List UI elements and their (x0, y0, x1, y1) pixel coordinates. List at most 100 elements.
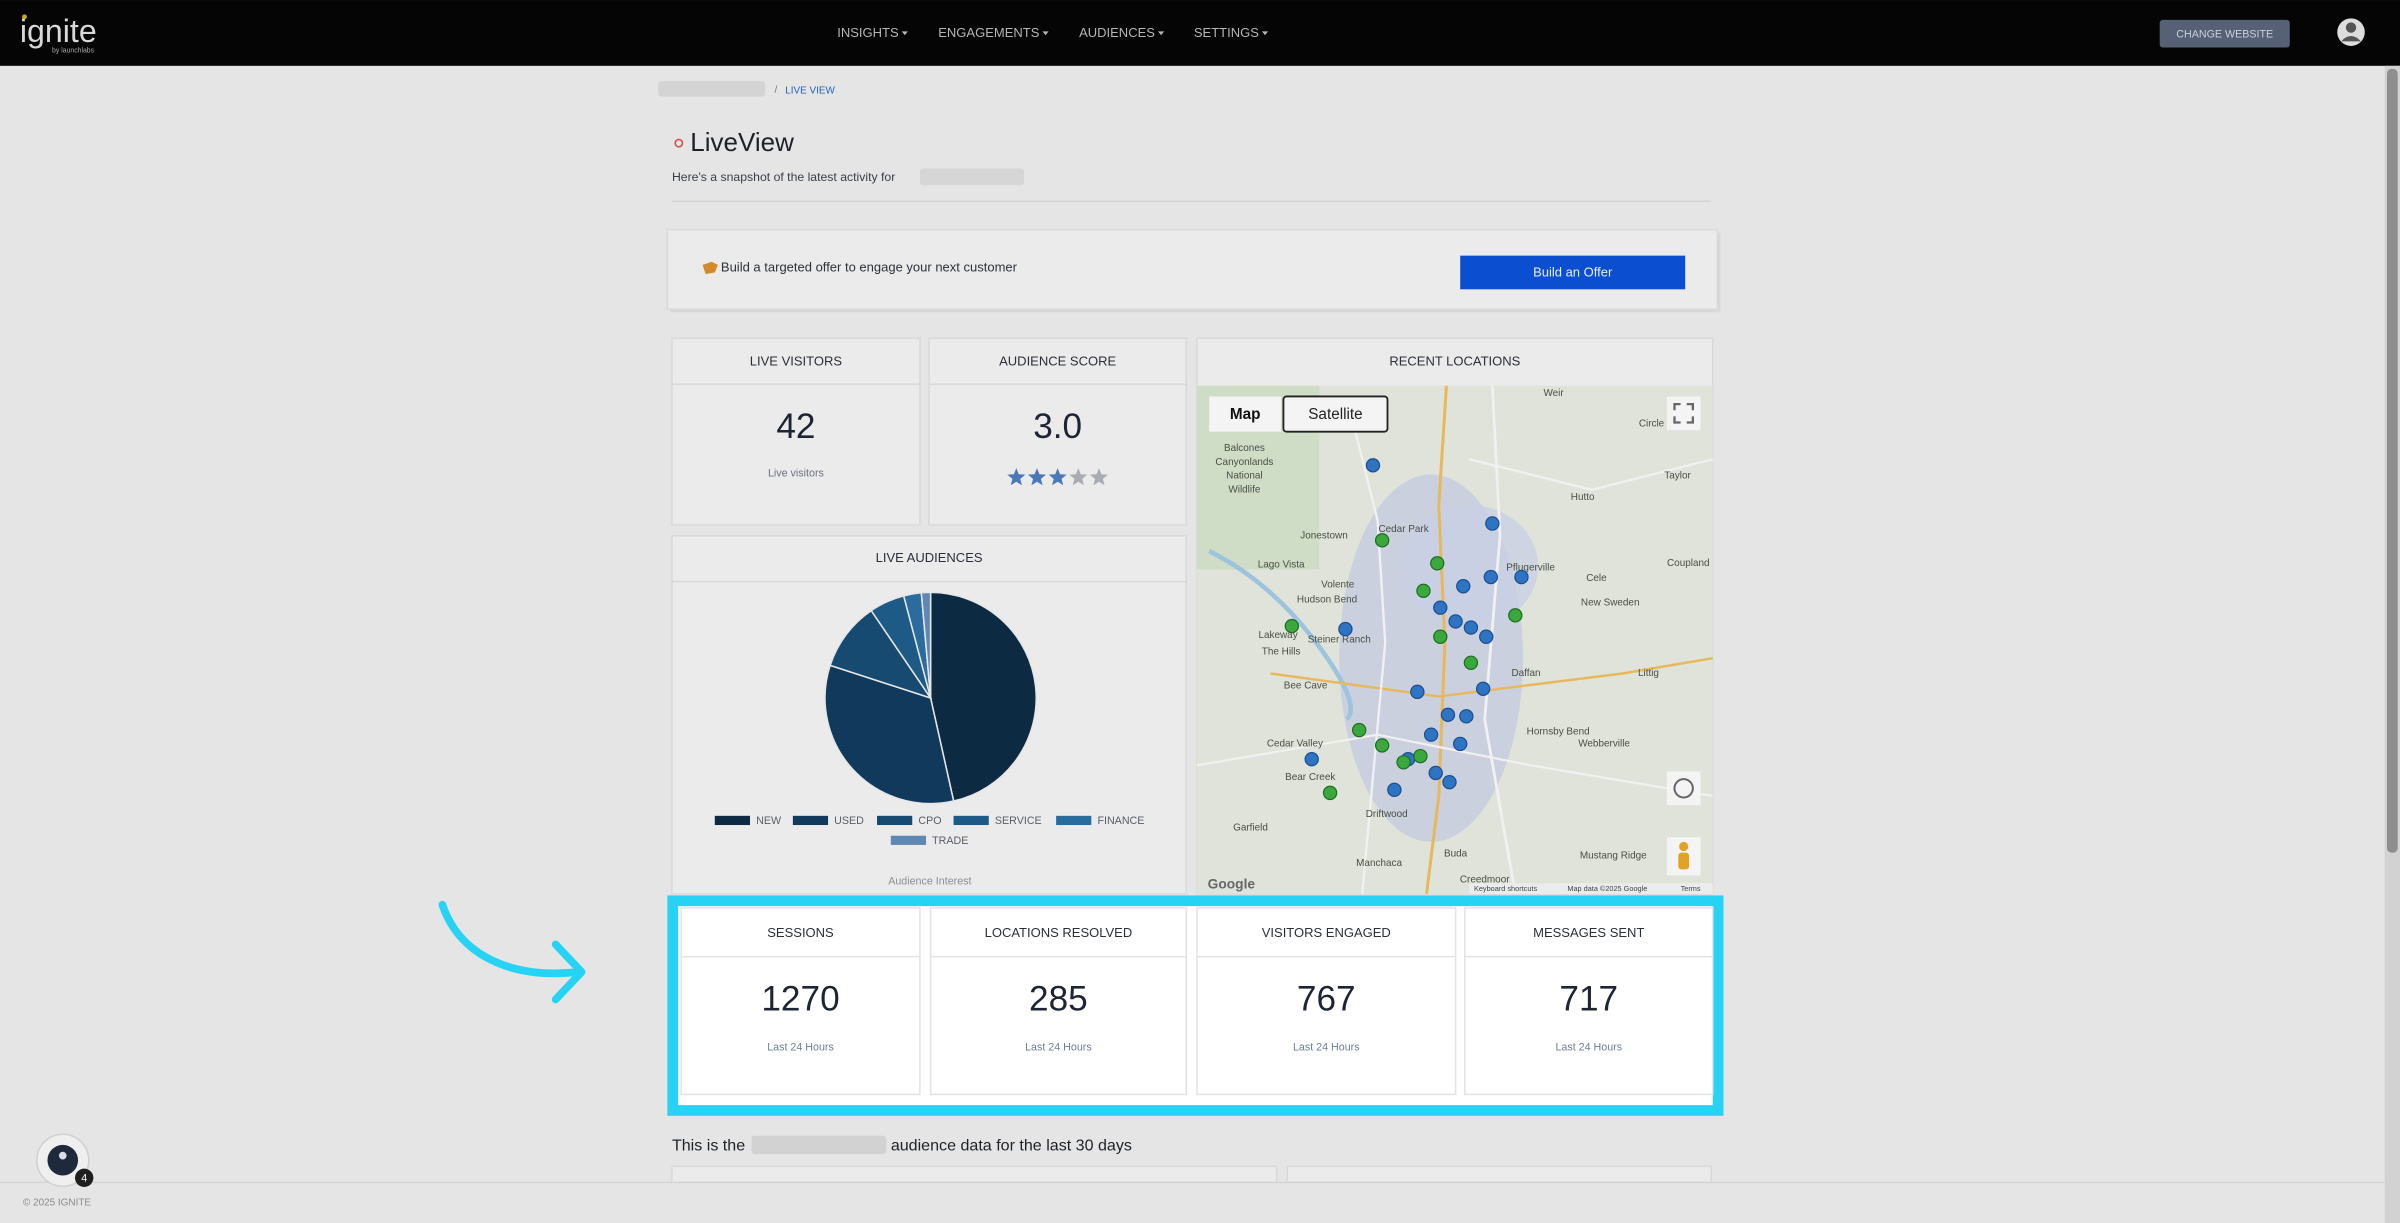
place-label: Littig (1638, 668, 1659, 679)
breadcrumb-separator: / (774, 85, 777, 96)
footer-text: © 2025 IGNITE (23, 1198, 91, 1209)
avatar-head (2345, 22, 2357, 33)
change-website-button[interactable] (2159, 19, 2290, 48)
stat-title: LOCATIONS RESOLVED (985, 925, 1133, 940)
place-label: Weir (1543, 388, 1564, 399)
legend-swatch (877, 815, 913, 826)
build-offer-label[interactable]: Build an Offer (1533, 265, 1613, 280)
place-label: Coupland (1667, 558, 1710, 569)
map-type-label[interactable]: Map (1230, 406, 1261, 423)
section-text: This is the (672, 1137, 745, 1155)
road (1345, 397, 1387, 895)
location-marker (1514, 569, 1529, 585)
camera-control[interactable] (1666, 771, 1701, 806)
place-label: Bear Creek (1285, 772, 1335, 783)
nav-item[interactable]: SETTINGS (1194, 25, 1259, 40)
location-marker (1413, 748, 1428, 764)
logo-dot (22, 14, 27, 20)
live-indicator (674, 138, 684, 148)
blurred-text (919, 168, 1024, 186)
nav-caret[interactable] (1261, 31, 1269, 36)
fullscreen-button[interactable] (1666, 396, 1701, 431)
map-type-button[interactable] (1209, 396, 1282, 432)
location-marker (1416, 583, 1431, 599)
location-marker (1433, 629, 1448, 644)
location-marker (1351, 722, 1367, 738)
avatar-body (2341, 35, 2361, 42)
card (671, 337, 921, 526)
location-marker (1463, 620, 1479, 635)
build-offer-button[interactable] (1460, 255, 1686, 290)
location-marker (1485, 516, 1500, 531)
live-visitors-value: 42 (776, 407, 815, 446)
map: Balcones Canyonlands National Wildlife Weir C… (1196, 385, 1714, 895)
legend-label: USED (834, 815, 864, 827)
google-logo: Google (1208, 876, 1256, 891)
map-type-button[interactable] (1282, 395, 1389, 433)
stat-title: VISITORS ENGAGED (1262, 925, 1391, 940)
map-type-label[interactable]: Satellite (1308, 406, 1362, 423)
pie-slice (829, 609, 933, 700)
stat-caption: Last 24 Hours (1293, 1042, 1360, 1054)
logo: ignite (20, 13, 97, 49)
page-subtitle: Here's a snapshot of the latest activity… (672, 170, 895, 184)
blurred-text (658, 81, 766, 97)
place-label: Creedmoor (1460, 875, 1510, 886)
road (1469, 458, 1714, 492)
location-marker (1430, 556, 1445, 571)
highway (1425, 385, 1448, 895)
legend-label: SERVICE (995, 815, 1042, 827)
nav-caret[interactable] (901, 31, 908, 36)
location-marker (1442, 774, 1457, 790)
place-label: Jonestown (1300, 530, 1348, 541)
map-labels: Balcones Canyonlands National Wildlife Weir C… (1215, 388, 1709, 886)
road (1196, 733, 1713, 797)
legend-swatch (953, 815, 989, 826)
location-marker (1508, 608, 1523, 623)
nav-caret[interactable] (1042, 31, 1049, 36)
nav-caret[interactable] (1158, 31, 1165, 36)
place-label: Daffan (1511, 668, 1540, 679)
nav-item[interactable]: AUDIENCES (1079, 25, 1155, 40)
blurred-text (751, 1135, 887, 1155)
card-title: LIVE VISITORS (750, 353, 843, 368)
attribution: Keyboard shortcuts (1474, 884, 1537, 893)
location-marker (1479, 629, 1494, 644)
location-marker (1374, 533, 1390, 548)
audience-score-value: 3.0 (1033, 407, 1082, 446)
stat-value: 767 (1297, 979, 1356, 1018)
place-label: Mustang Ridge (1580, 850, 1647, 861)
legend-label: NEW (756, 815, 782, 827)
location-marker (1456, 579, 1471, 594)
place-label: Bee Cave (1284, 680, 1328, 691)
pegman-body (1678, 852, 1690, 870)
place-label: Volente (1321, 579, 1355, 590)
pointer-arrow (438, 900, 583, 978)
card (928, 337, 1187, 526)
stat-value: 717 (1559, 979, 1618, 1018)
location-marker (1410, 684, 1425, 700)
location-marker (1338, 621, 1353, 637)
badge-count: 4 (81, 1172, 87, 1184)
nav-item[interactable]: ENGAGEMENTS (938, 25, 1039, 40)
nav-item[interactable]: INSIGHTS (837, 25, 899, 40)
pointer-arrowhead (551, 940, 586, 1004)
river (1208, 548, 1353, 722)
scrollbar-thumb (2386, 68, 2398, 853)
page-title: LiveView (690, 127, 794, 157)
card-title: AUDIENCE SCORE (999, 353, 1116, 368)
place-label: Webberville (1578, 739, 1630, 750)
change-website-label[interactable]: CHANGE WEBSITE (2176, 28, 2273, 40)
place-label: Hornsby Bend (1527, 726, 1590, 737)
banner-text: Build a targeted offer to engage your ne… (721, 259, 1018, 274)
badge (75, 1168, 94, 1188)
place-label: Canyonlands (1215, 457, 1273, 468)
fullscreen-icon (1673, 402, 1695, 424)
stats-row: SESSIONS 1270 Last 24 Hours LOCATIONS RESOL… (680, 906, 1714, 1096)
logo-sub: by launchlabs (52, 47, 95, 54)
legend-label: TRADE (932, 835, 968, 847)
star-rating (1007, 468, 1109, 486)
location-marker (1463, 655, 1479, 670)
place-label: Hudson Bend (1297, 595, 1357, 606)
place-label: Steiner Ranch (1308, 634, 1371, 645)
